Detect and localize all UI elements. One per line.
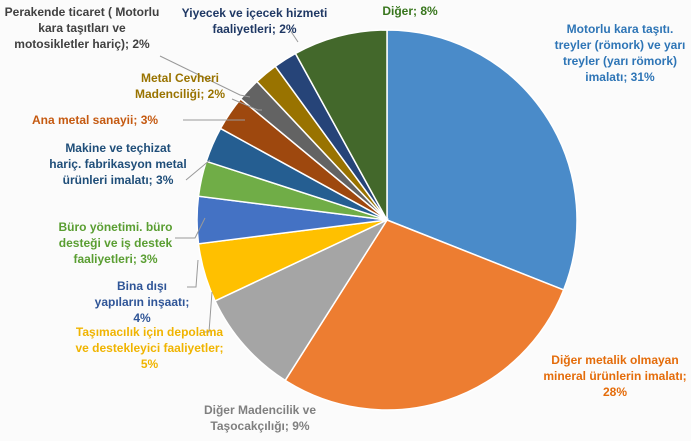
pie-slice — [386, 29, 578, 291]
label: Büro yönetimi. büro desteği ve iş destek… — [58, 220, 173, 266]
pie-slice — [284, 219, 565, 411]
leader-lines — [159, 29, 299, 333]
label: Ana metal sanayii; 3% — [31, 113, 159, 127]
pie-slice — [214, 218, 390, 382]
label: Yiyecek ve içecek hizmeti faaliyetleri; … — [181, 6, 328, 36]
label: Bina dışı yapıların inşaatı; 4% — [94, 279, 190, 325]
pie — [196, 29, 578, 411]
label: Motorlu kara taşıtı. treyler (römork) ve… — [554, 22, 686, 84]
label: Diğer Madencilik ve Taşocakçılığı; 9% — [203, 403, 317, 433]
label: Makine ve teçhizat hariç. fabrikasyon me… — [49, 141, 187, 187]
label: Taşımacılık için depolama ve destekleyic… — [75, 325, 224, 371]
label: Diğer; 8% — [382, 4, 438, 18]
label: Perakende ticaret ( Motorlu kara taşıtla… — [4, 5, 160, 51]
label: Diğer metalik olmayan mineral ürünlerin … — [543, 353, 687, 399]
pie-slice — [294, 29, 388, 221]
label: Metal Cevheri Madenciliği; 2% — [134, 71, 226, 101]
